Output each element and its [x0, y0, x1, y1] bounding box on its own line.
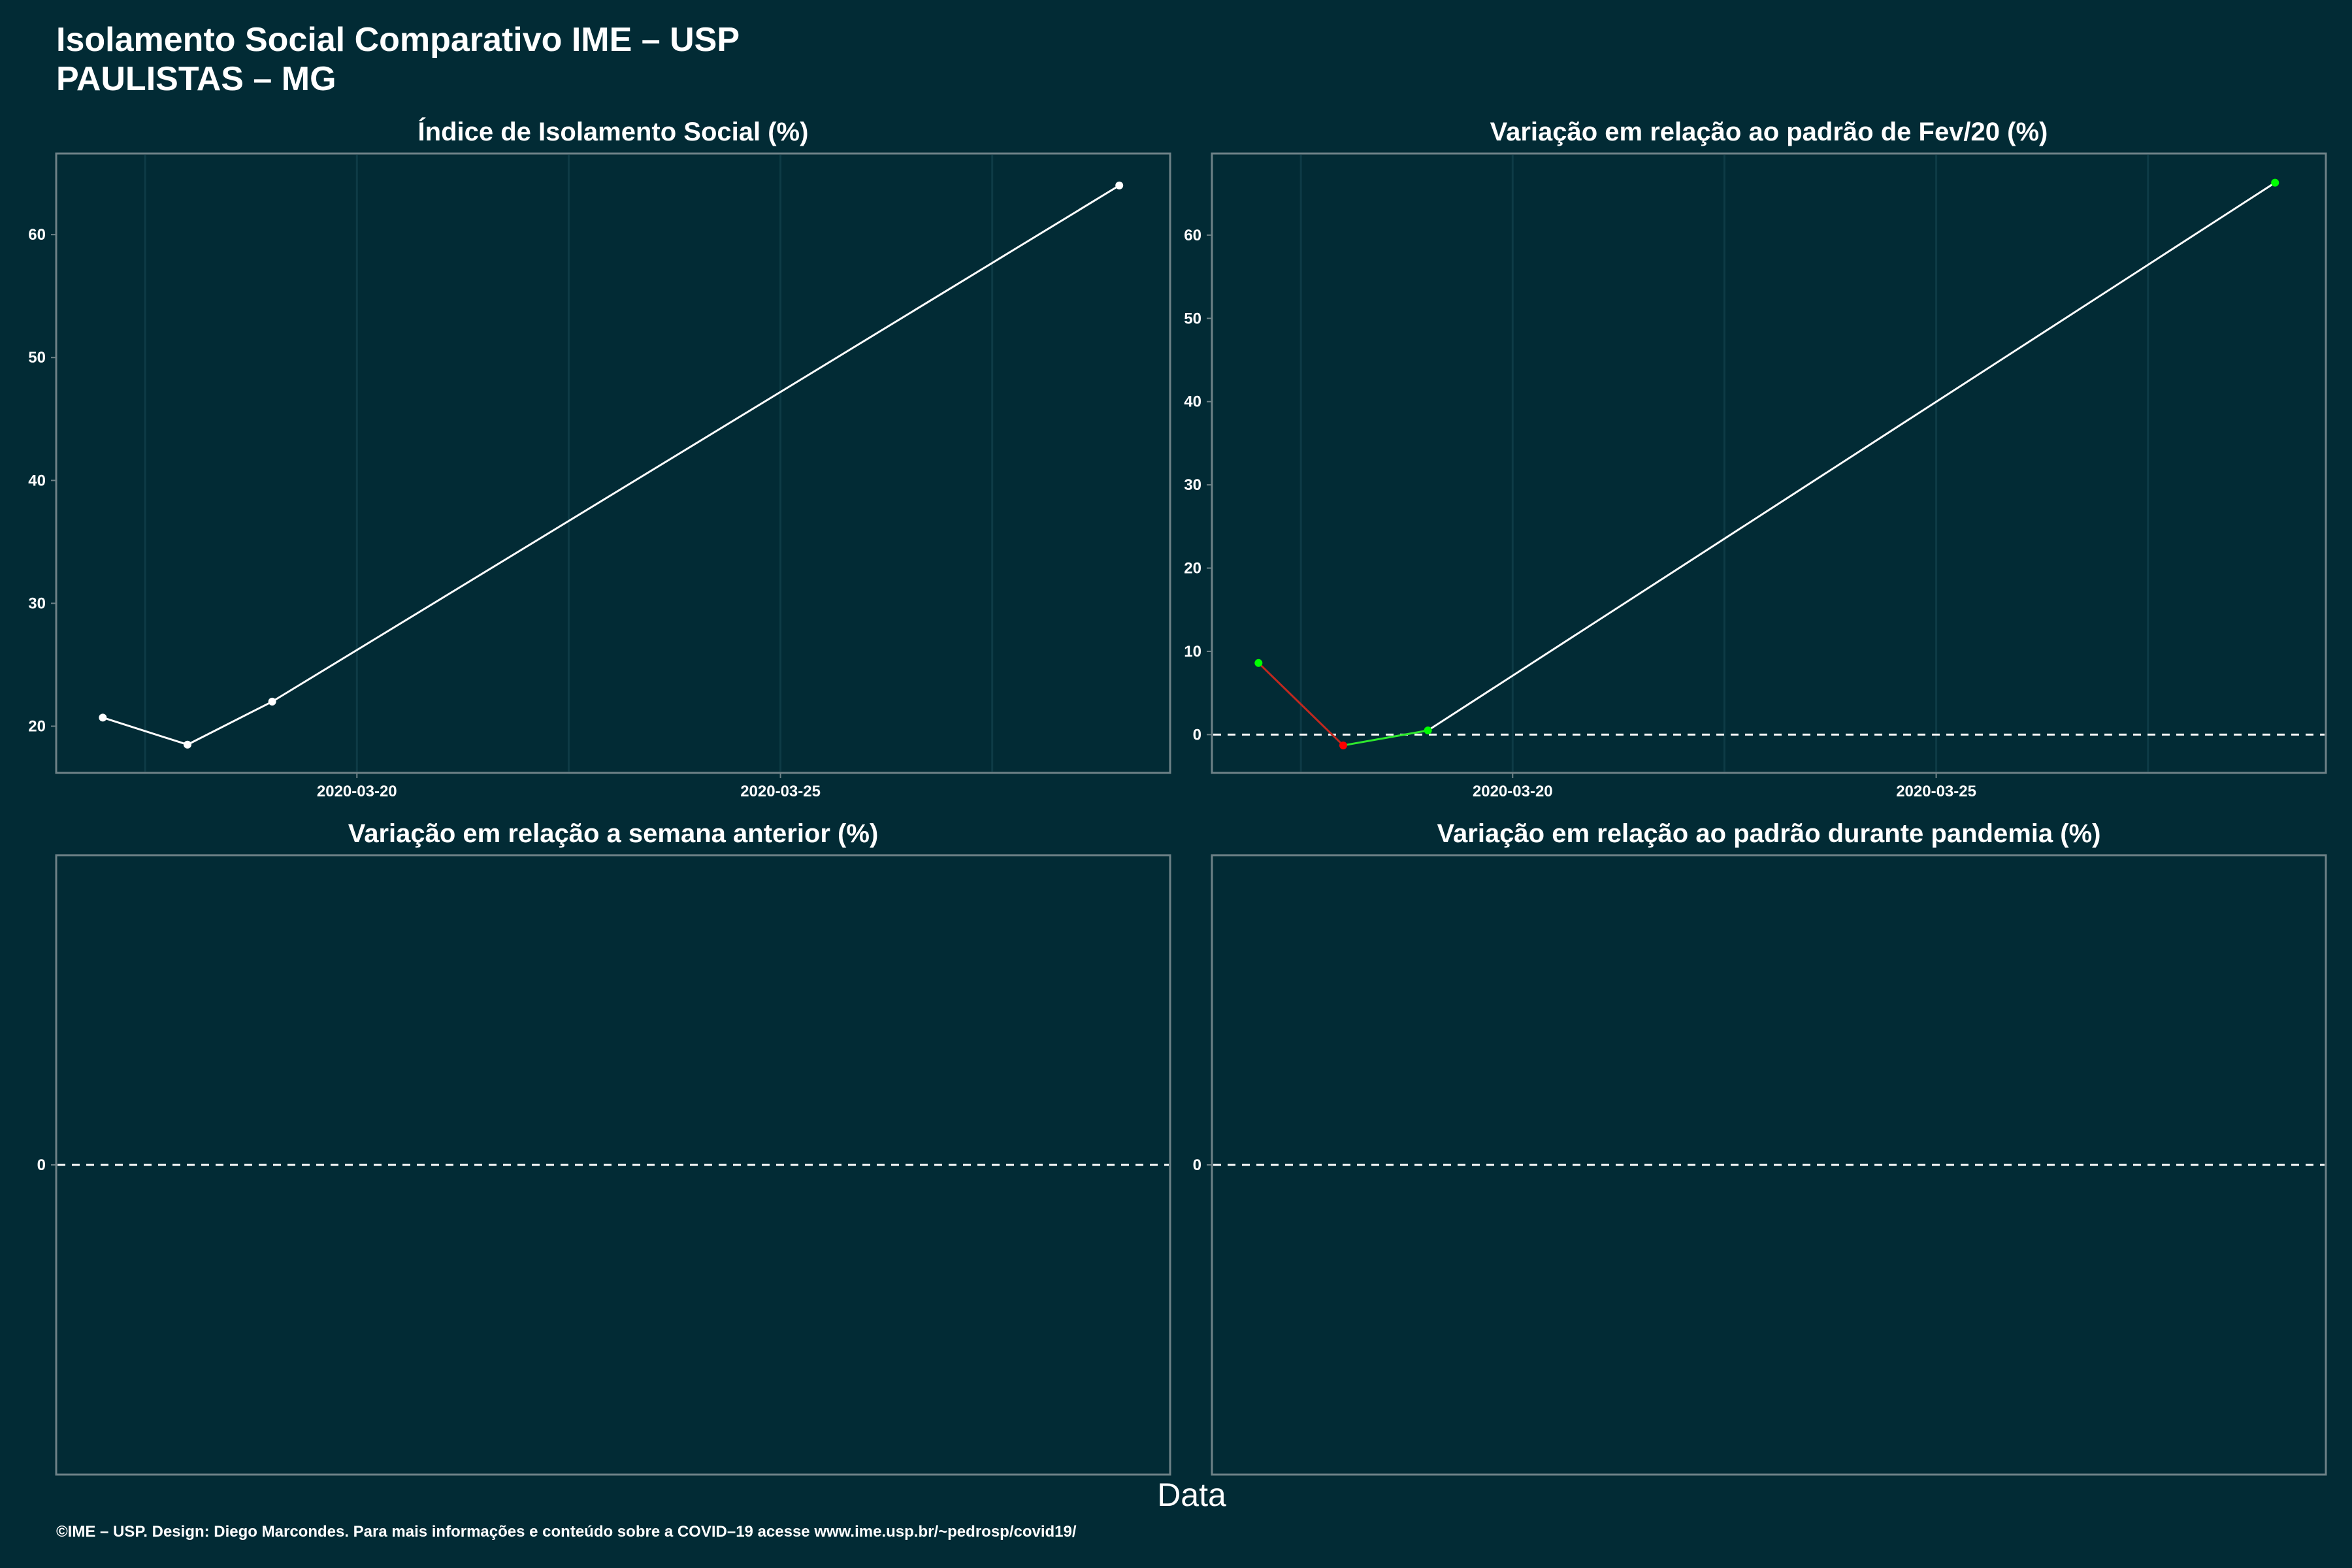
y-tick-label: 60 [1184, 227, 1201, 244]
footer-caption: ©IME – USP. Design: Diego Marcondes. Par… [56, 1523, 1077, 1541]
x-tick-label: 2020-03-25 [1896, 783, 1976, 800]
data-point [1115, 181, 1124, 189]
y-tick-label: 40 [28, 472, 46, 489]
panel-4: Variação em relação ao padrão durante pa… [1193, 819, 2327, 1476]
panel-title: Variação em relação ao padrão durante pa… [1437, 819, 2101, 848]
data-point [99, 713, 107, 722]
y-tick-label: 30 [28, 595, 46, 612]
series-segment [187, 700, 273, 746]
x-tick-label: 2020-03-25 [740, 783, 821, 800]
x-tick-label: 2020-03-20 [1473, 783, 1553, 800]
chart-title-line1: Isolamento Social Comparativo IME – USP [56, 21, 740, 59]
panel-1: Índice de Isolamento Social (%) 20 30 40 50 6… [28, 117, 1171, 800]
panel-border [1211, 152, 2327, 774]
y-tick-label: 0 [1193, 726, 1201, 743]
y-tick-label: 0 [37, 1156, 46, 1174]
panel-2: Variação em relação ao padrão de Fev/20 … [1184, 118, 2327, 800]
panel-title: Índice de Isolamento Social (%) [418, 117, 809, 146]
panels-group: Índice de Isolamento Social (%) 20 30 40 50 6… [28, 117, 2327, 1476]
data-point [1424, 727, 1432, 735]
data-point [268, 697, 276, 706]
data-point [1339, 741, 1347, 749]
y-tick-label: 50 [1184, 310, 1201, 327]
data-point [183, 740, 191, 749]
data-point [2271, 178, 2279, 187]
y-tick-label: 10 [1184, 643, 1201, 661]
panel-border [55, 152, 1171, 774]
y-tick-label: 60 [28, 226, 46, 244]
series-segment [1427, 182, 2276, 732]
panel-title: Variação em relação a semana anterior (%… [348, 819, 879, 848]
series-segment [1258, 662, 1345, 747]
y-tick-label: 50 [28, 349, 46, 367]
chart-title-line2: PAULISTAS – MG [56, 60, 336, 98]
y-tick-label: 40 [1184, 393, 1201, 411]
panel-title: Variação em relação ao padrão de Fev/20 … [1490, 118, 2048, 146]
data-point [1254, 659, 1263, 667]
panel-3: Variação em relação a semana anterior (%… [37, 819, 1171, 1476]
y-tick-label: 20 [1184, 560, 1201, 578]
series-segment [1343, 729, 1428, 747]
y-tick-label: 0 [1193, 1156, 1201, 1174]
x-tick-label: 2020-03-20 [317, 783, 397, 800]
series-segment [102, 716, 188, 746]
y-tick-label: 20 [28, 718, 46, 736]
x-axis-label: Data [1157, 1477, 1226, 1513]
series-segment [271, 184, 1120, 703]
y-tick-label: 30 [1184, 476, 1201, 494]
